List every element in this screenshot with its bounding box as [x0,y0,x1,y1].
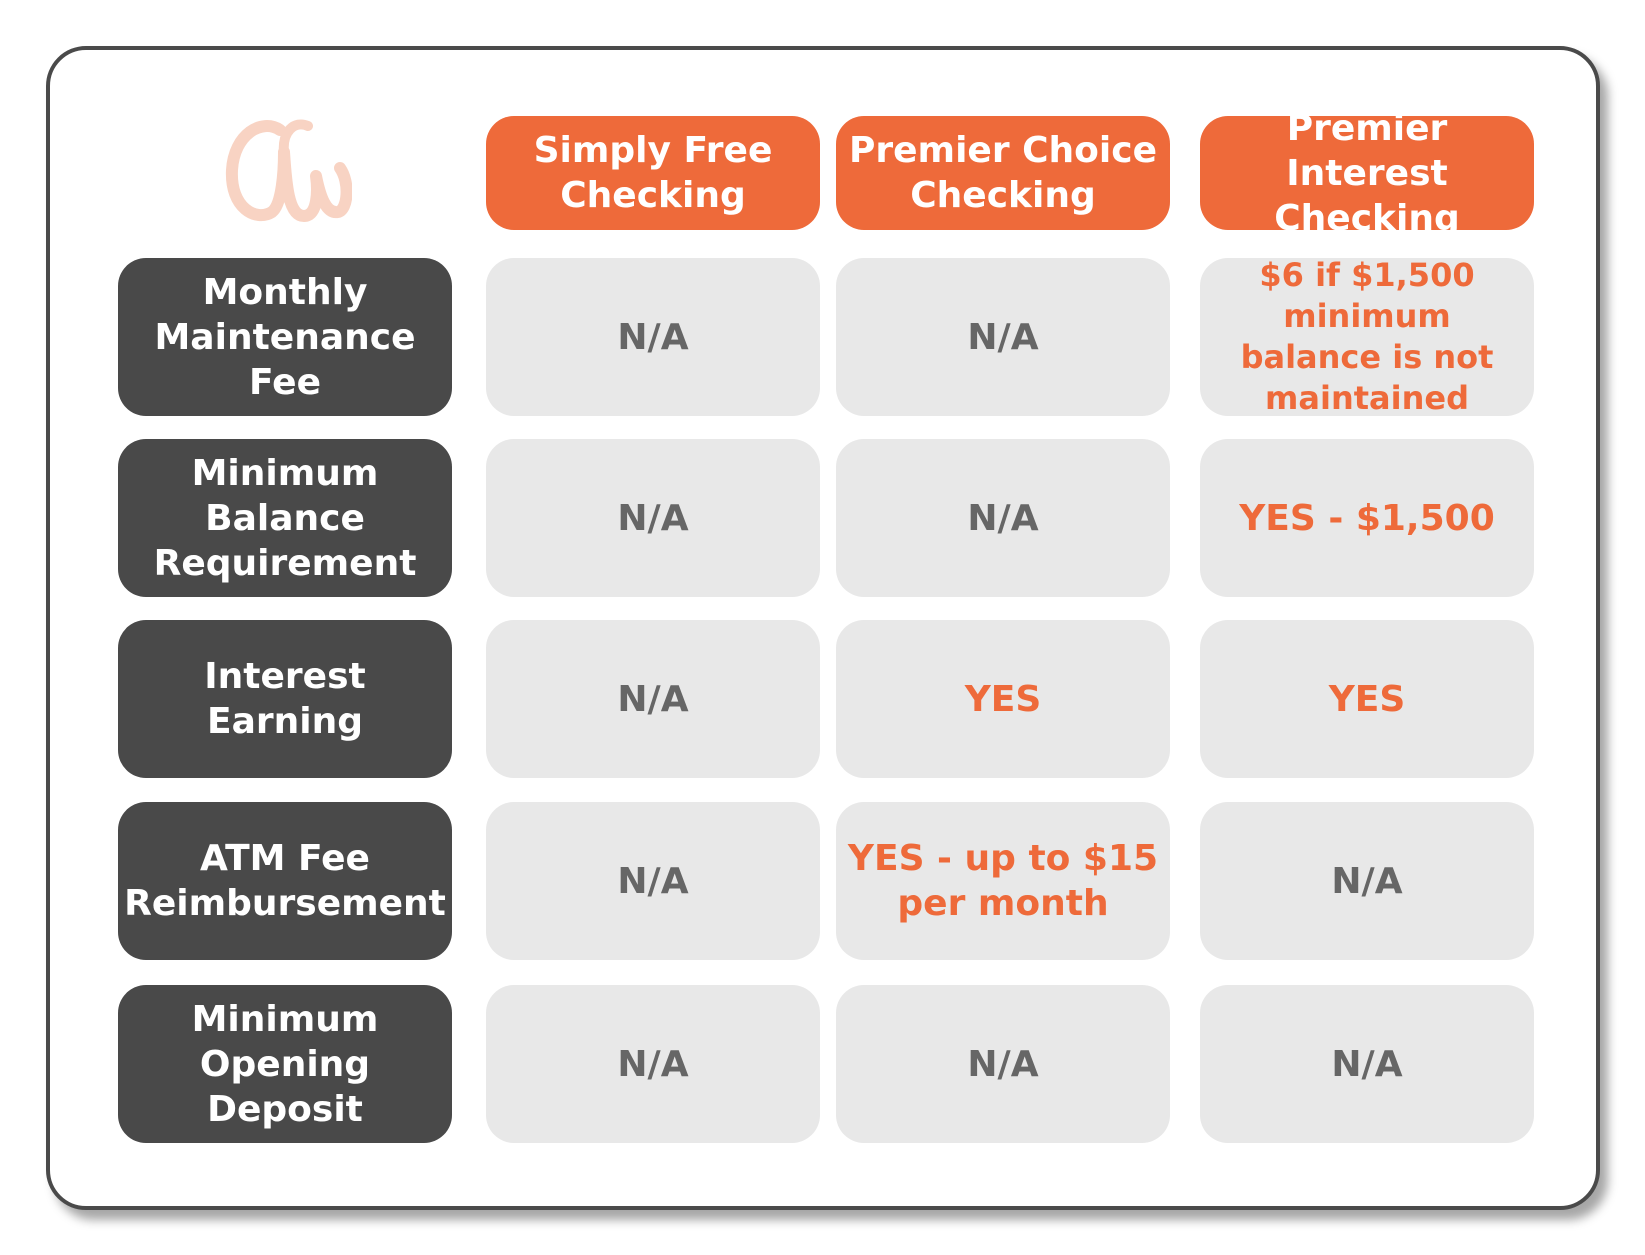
table-cell: N/A [1200,985,1534,1143]
table-cell: N/A [486,985,820,1143]
table-cell: N/A [486,258,820,416]
table-cell: N/A [836,258,1170,416]
row-label-atm-fee-reimbursement: ATM Fee Reimbursement [118,802,452,960]
table-cell: N/A [836,439,1170,597]
cw-script-logo-icon [225,119,352,222]
table-cell: N/A [486,802,820,960]
table-cell: YES [1200,620,1534,778]
row-label-minimum-balance-requirement: Minimum Balance Requirement [118,439,452,597]
row-label-monthly-maintenance-fee: Monthly Maintenance Fee [118,258,452,416]
column-header-premier-interest: Premier Interest Checking [1200,108,1534,239]
row-label-interest-earning: Interest Earning [118,620,452,778]
table-cell: $6 if $1,500 minimum balance is not main… [1200,256,1534,417]
column-header-premier-choice: Premier Choice Checking [836,116,1170,230]
table-cell: YES - up to $15 per month [836,802,1170,960]
table-cell: N/A [1200,802,1534,960]
table-cell: YES [836,620,1170,778]
row-label-minimum-opening-deposit: Minimum Opening Deposit [118,985,452,1143]
table-cell: YES - $1,500 [1200,439,1534,597]
column-header-simply-free: Simply Free Checking [486,116,820,230]
table-cell: N/A [486,439,820,597]
table-cell: N/A [836,985,1170,1143]
table-cell: N/A [486,620,820,778]
